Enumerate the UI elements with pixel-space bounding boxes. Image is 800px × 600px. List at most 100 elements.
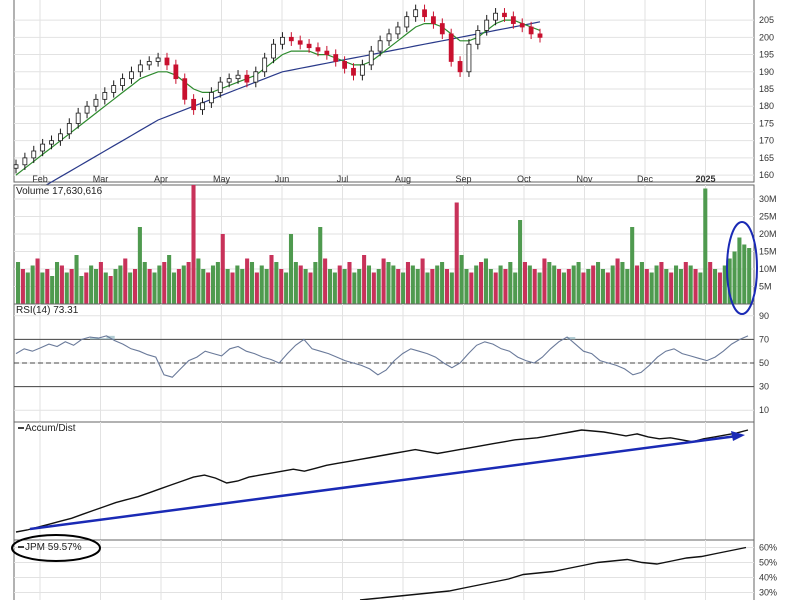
volume-bar [440,262,445,304]
candle-body [324,50,330,55]
volume-title: Volume 17,630,616 [16,186,103,197]
performance-y-tick: 50% [759,558,777,568]
volume-bar [298,265,303,304]
volume-bar [596,262,601,304]
volume-bar [600,269,605,304]
candle-body [413,9,419,18]
volume-bar [566,269,571,304]
volume-bar [483,258,488,304]
volume-bar [254,272,259,304]
candle-body [244,74,250,83]
volume-bar [206,272,211,304]
volume-bar [610,265,615,304]
candle-body [510,16,516,24]
accum-dist-trend-arrow [29,434,738,531]
volume-bar [84,272,89,304]
volume-bar [162,262,167,304]
performance-highlight-ellipse [11,534,101,562]
volume-bar [210,265,216,304]
volume-bar [430,269,435,304]
candle-body [493,12,498,21]
volume-y-tick: 25M [759,212,777,222]
performance-y-tick: 30% [759,588,777,598]
candle-body [386,33,392,42]
volume-bar [59,265,64,304]
volume-bar [220,234,225,304]
x-tick-label: Apr [154,174,168,184]
volume-bar [488,269,493,304]
volume-bar [16,262,21,304]
volume-bar [157,265,162,304]
volume-bar [152,272,157,304]
volume-bar [513,272,518,304]
candle-body [271,43,276,59]
candle-body [173,64,179,80]
volume-bar [167,255,172,304]
volume-bar [722,265,727,304]
candle-body [537,33,543,38]
volume-bar [352,272,357,304]
arrow-head [731,431,745,441]
volume-bar [742,244,747,304]
x-tick-label: 2025 [695,174,715,184]
volume-bar [396,269,401,304]
volume-bar [727,258,732,304]
volume-bar [737,237,742,304]
x-tick-label: Jul [337,174,349,184]
volume-bar [547,262,552,304]
candle-body [519,23,525,28]
price-y-tick: 190 [759,67,774,77]
x-tick-label: Oct [517,174,532,184]
candle-body [182,78,188,100]
candle-body [262,57,268,73]
volume-bar [313,262,318,304]
volume-bar [147,269,152,304]
candle-body [280,36,285,45]
volume-bar [644,269,649,304]
volume-bar [576,262,581,304]
candle-body [333,54,339,62]
volume-bar [69,269,74,304]
volume-bar [459,255,464,304]
volume-bar [132,269,138,304]
candle-body [208,92,214,104]
volume-bar [615,258,620,304]
volume-bar [464,269,469,304]
volume-y-tick: 20M [759,229,777,239]
volume-bar [674,265,679,304]
volume-bar [30,265,35,304]
candle-body [226,78,232,83]
volume-bar [415,269,420,304]
candle-body [137,64,143,73]
price-y-tick: 205 [759,15,774,25]
volume-bar [357,269,362,304]
volume-bar [176,269,181,304]
volume-bar [308,272,313,304]
rsi-overbought-fill [567,337,576,340]
volume-bar [503,269,508,304]
volume-bar [347,262,352,304]
accum-dist-frame [13,421,755,541]
volume-y-tick: 15M [759,247,777,257]
candle-body [484,19,490,31]
volume-bar [337,265,342,304]
price-y-tick: 175 [759,118,774,128]
volume-bar [327,269,333,304]
candle-body [235,74,241,80]
volume-bar [391,265,396,304]
rsi-line [15,335,749,378]
candle-body [84,105,90,114]
volume-bar [293,262,298,304]
accum-dist-line [15,429,749,533]
rsi-overbought-fill [90,337,99,340]
x-tick-label: Jun [275,174,290,184]
volume-y-tick: 10M [759,264,777,274]
volume-bar [469,272,474,304]
volume-bar [732,251,737,304]
volume-bar [79,276,84,304]
rsi-y-tick: 10 [759,405,769,415]
candle-body [315,47,321,52]
volume-bar [401,272,406,304]
volume-bar [259,265,264,304]
candle-body [448,33,454,62]
